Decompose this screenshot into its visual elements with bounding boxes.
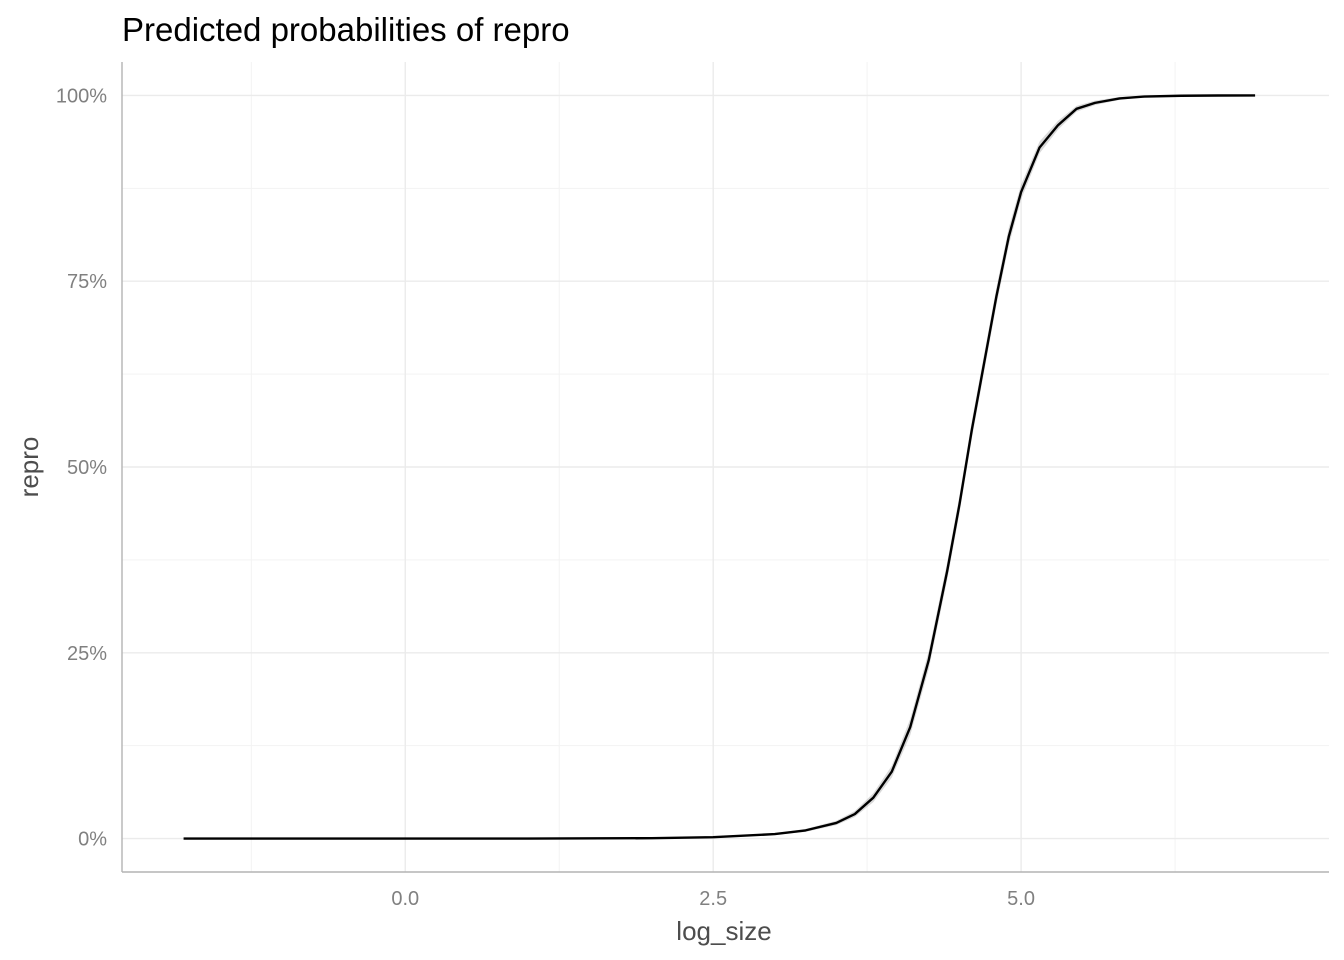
y-tick-labels: 0% 25% 50% 75% 100% [56, 85, 107, 850]
y-tick-label: 75% [67, 271, 107, 293]
chart-title: Predicted probabilities of repro [122, 11, 570, 48]
y-tick-label: 50% [67, 457, 107, 479]
x-tick-label: 5.0 [1007, 888, 1035, 910]
y-axis-title: repro [14, 437, 44, 498]
predicted-probability-line [183, 94, 1256, 840]
x-tick-label: 2.5 [699, 888, 727, 910]
x-axis-title: log_size [676, 916, 771, 946]
x-tick-labels: 0.0 2.5 5.0 [391, 888, 1035, 910]
x-tick-label: 0.0 [391, 888, 419, 910]
major-gridlines [122, 62, 1329, 872]
y-tick-label: 0% [78, 829, 107, 851]
series-line-layer [183, 94, 1256, 840]
y-tick-label: 100% [56, 85, 107, 107]
minor-gridlines [122, 62, 1329, 872]
y-tick-label: 25% [67, 643, 107, 665]
